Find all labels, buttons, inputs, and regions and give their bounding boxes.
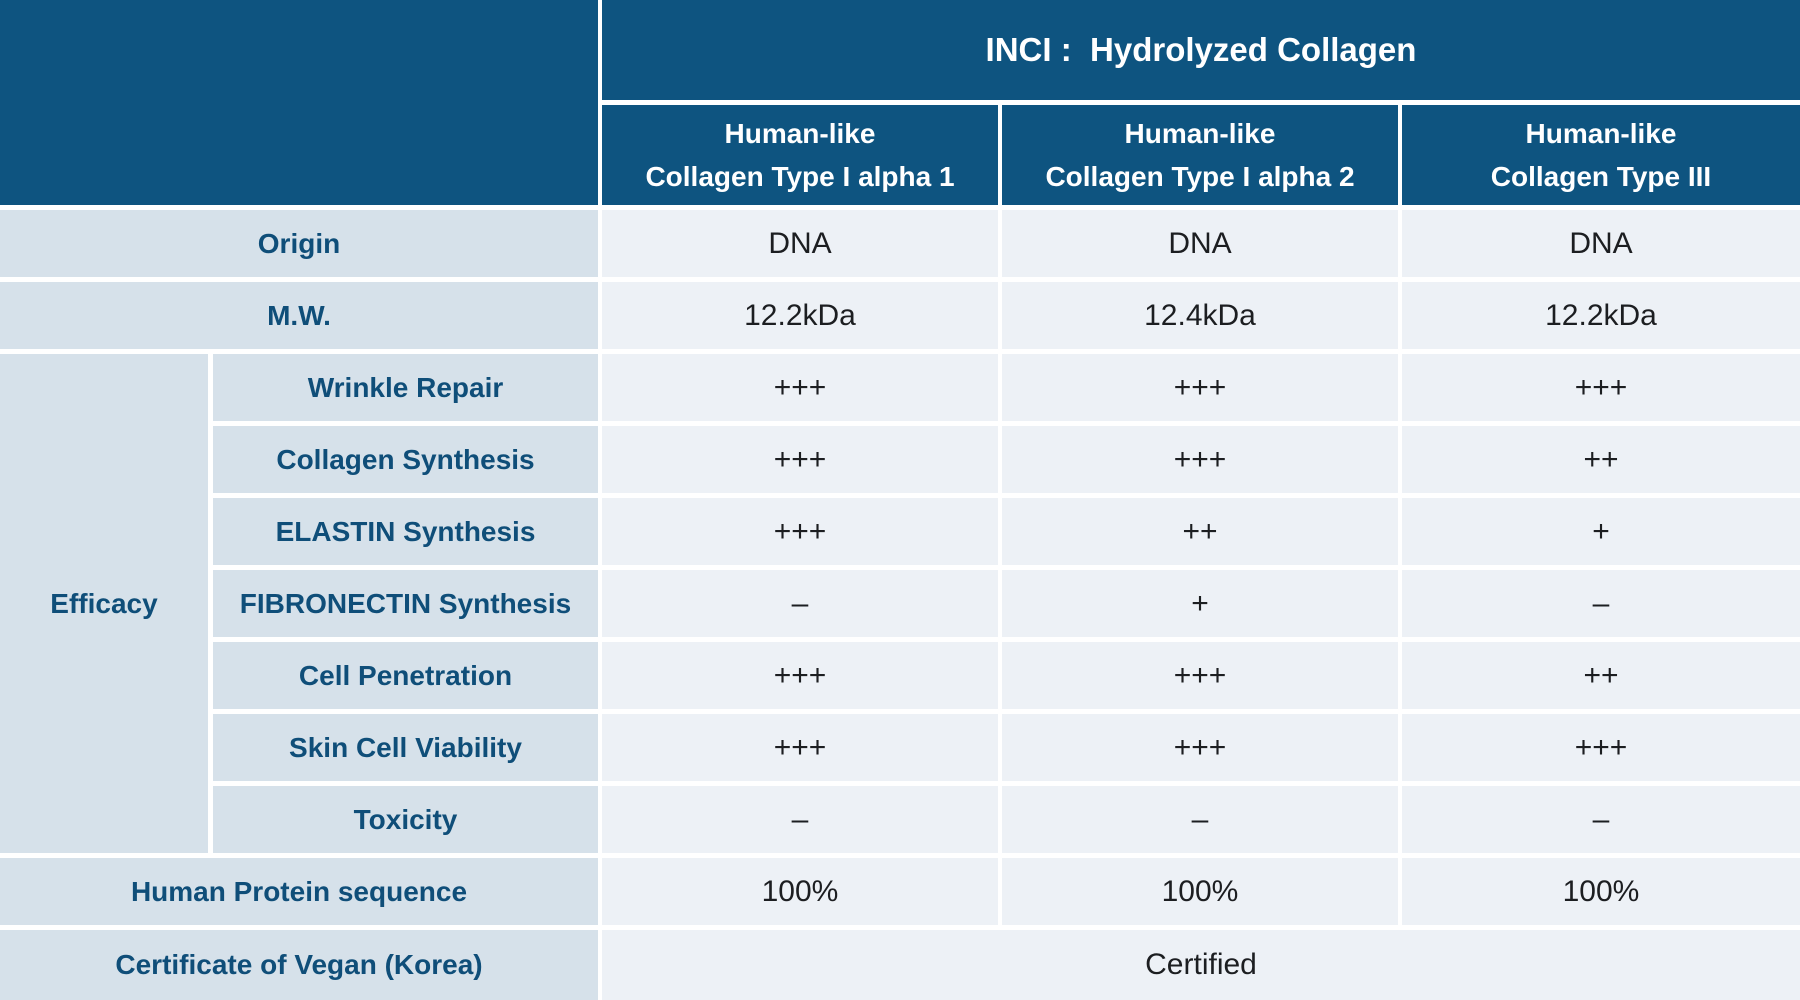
row-label-human-protein-sequence: Human Protein sequence bbox=[0, 858, 598, 925]
column-header-type3: Human-like Collagen Type III bbox=[1402, 105, 1800, 205]
column-header-type1-alpha1: Human-like Collagen Type I alpha 1 bbox=[602, 105, 998, 205]
inci-header-title: INCI : Hydrolyzed Collagen bbox=[985, 31, 1417, 68]
cell-origin-col1: DNA bbox=[602, 210, 998, 277]
cell-skin-cell-viability-col3: +++ bbox=[1402, 714, 1800, 781]
cell-collagen-synthesis-col3: ++ bbox=[1402, 426, 1800, 493]
cell-fibronectin-synthesis-col3: – bbox=[1402, 570, 1800, 637]
row-label-collagen-synthesis: Collagen Synthesis bbox=[213, 426, 598, 493]
cell-toxicity-col3: – bbox=[1402, 786, 1800, 853]
cell-collagen-synthesis-col1: +++ bbox=[602, 426, 998, 493]
column-header-line1: Human-like bbox=[1525, 118, 1677, 149]
column-header-line1: Human-like bbox=[724, 118, 876, 149]
cell-wrinkle-repair-col3: +++ bbox=[1402, 354, 1800, 421]
column-header-line2: Collagen Type I alpha 1 bbox=[645, 161, 955, 192]
column-header-line2: Collagen Type I alpha 2 bbox=[1045, 161, 1355, 192]
cell-toxicity-col1: – bbox=[602, 786, 998, 853]
cell-mw-col2: 12.4kDa bbox=[1002, 282, 1398, 349]
cell-cell-penetration-col2: +++ bbox=[1002, 642, 1398, 709]
cell-cell-penetration-col3: ++ bbox=[1402, 642, 1800, 709]
row-label-cell-penetration: Cell Penetration bbox=[213, 642, 598, 709]
column-header-line2: Collagen Type III bbox=[1490, 161, 1712, 192]
row-label-elastin-synthesis: ELASTIN Synthesis bbox=[213, 498, 598, 565]
cell-wrinkle-repair-col2: +++ bbox=[1002, 354, 1398, 421]
column-header-type1-alpha2: Human-like Collagen Type I alpha 2 bbox=[1002, 105, 1398, 205]
column-header-line1: Human-like bbox=[1124, 118, 1276, 149]
cell-toxicity-col2: – bbox=[1002, 786, 1398, 853]
cell-vegan-certificate-merged: Certified bbox=[602, 930, 1800, 1000]
row-label-skin-cell-viability: Skin Cell Viability bbox=[213, 714, 598, 781]
cell-mw-col3: 12.2kDa bbox=[1402, 282, 1800, 349]
cell-wrinkle-repair-col1: +++ bbox=[602, 354, 998, 421]
row-label-mw: M.W. bbox=[0, 282, 598, 349]
cell-fibronectin-synthesis-col2: + bbox=[1002, 570, 1398, 637]
cell-origin-col3: DNA bbox=[1402, 210, 1800, 277]
cell-elastin-synthesis-col3: + bbox=[1402, 498, 1800, 565]
row-label-fibronectin-synthesis: FIBRONECTIN Synthesis bbox=[213, 570, 598, 637]
cell-skin-cell-viability-col1: +++ bbox=[602, 714, 998, 781]
cell-origin-col2: DNA bbox=[1002, 210, 1398, 277]
cell-elastin-synthesis-col1: +++ bbox=[602, 498, 998, 565]
cell-human-protein-sequence-col2: 100% bbox=[1002, 858, 1398, 925]
corner-block bbox=[0, 0, 598, 205]
cell-human-protein-sequence-col3: 100% bbox=[1402, 858, 1800, 925]
row-label-vegan-certificate: Certificate of Vegan (Korea) bbox=[0, 930, 598, 1000]
cell-fibronectin-synthesis-col1: – bbox=[602, 570, 998, 637]
cell-collagen-synthesis-col2: +++ bbox=[1002, 426, 1398, 493]
row-label-origin: Origin bbox=[0, 210, 598, 277]
cell-cell-penetration-col1: +++ bbox=[602, 642, 998, 709]
cell-skin-cell-viability-col2: +++ bbox=[1002, 714, 1398, 781]
row-label-toxicity: Toxicity bbox=[213, 786, 598, 853]
row-group-label-efficacy: Efficacy bbox=[0, 354, 208, 853]
cell-human-protein-sequence-col1: 100% bbox=[602, 858, 998, 925]
cell-mw-col1: 12.2kDa bbox=[602, 282, 998, 349]
cell-elastin-synthesis-col2: ++ bbox=[1002, 498, 1398, 565]
row-label-wrinkle-repair: Wrinkle Repair bbox=[213, 354, 598, 421]
inci-header: INCI : Hydrolyzed Collagen bbox=[602, 0, 1800, 100]
